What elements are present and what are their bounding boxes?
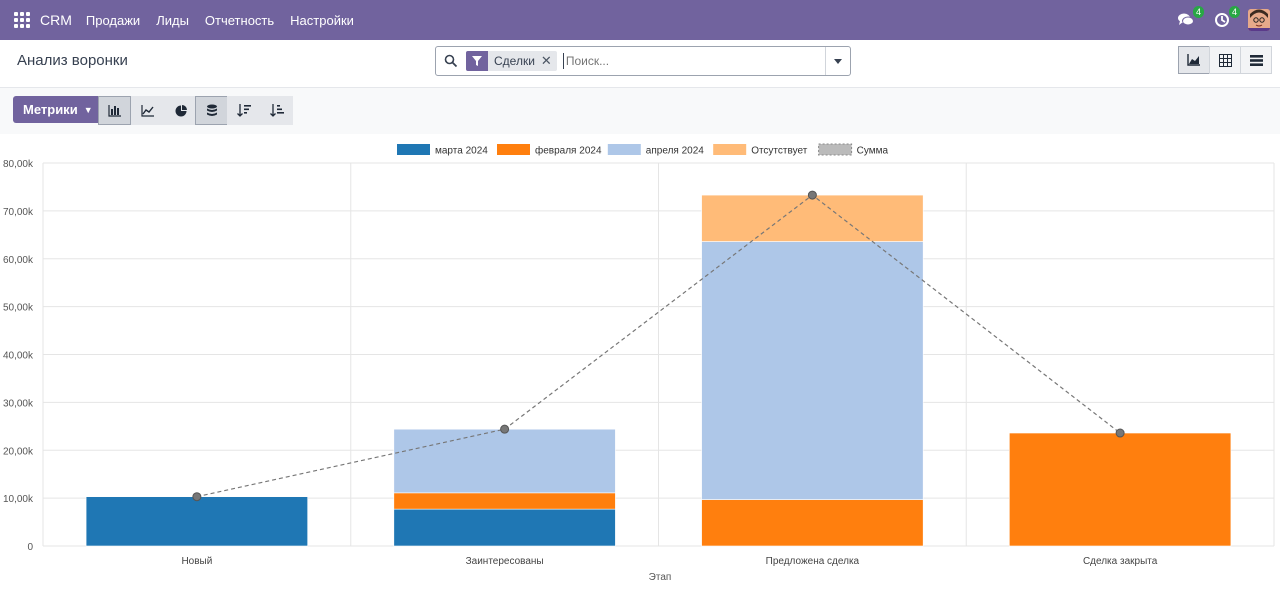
legend-swatch: [497, 144, 530, 155]
x-tick-label: Заинтересованы: [466, 556, 544, 567]
menu-leads[interactable]: Лиды: [156, 12, 189, 28]
legend-label: Отсутствует: [751, 146, 808, 157]
y-tick-label: 50,00k: [3, 303, 34, 314]
facet-label: Сделки: [494, 54, 535, 68]
menu-reporting[interactable]: Отчетность: [204, 12, 275, 28]
metrics-label: Метрики: [23, 102, 78, 117]
y-tick-label: 10,00k: [3, 494, 34, 505]
x-tick-label: Сделка закрыта: [1083, 556, 1158, 567]
legend-swatch: [397, 144, 430, 155]
bar-segment: [701, 194, 924, 242]
legend-swatch: [818, 143, 853, 156]
legend-label: марта 2024: [435, 146, 488, 157]
sort-group: [227, 96, 293, 125]
x-tick-label: Предложена сделка: [766, 556, 860, 567]
sum-point: [500, 424, 510, 434]
bar-segment: [85, 496, 308, 547]
search-options-toggle[interactable]: [825, 47, 850, 75]
pie-chart-button[interactable]: [164, 96, 197, 125]
area-chart-icon: [1187, 54, 1200, 66]
y-tick-label: 80,00k: [3, 159, 34, 170]
x-tick-label: Новый: [181, 556, 212, 567]
sort-ascending-icon: [269, 104, 284, 117]
list-view-button[interactable]: [1240, 46, 1272, 74]
stacked-toggle-button[interactable]: [195, 96, 228, 125]
bar-segment: [393, 492, 616, 510]
bar-segment: [701, 499, 924, 547]
apps-menu-icon[interactable]: [14, 12, 30, 28]
sum-point: [1115, 428, 1125, 438]
search-icon: [444, 54, 458, 68]
facet-remove-button[interactable]: ✕: [540, 53, 552, 68]
bar-segment: [1009, 432, 1232, 547]
bar-segment: [393, 508, 616, 547]
funnel-chart: 0 10,00k 20,00k 30,00k 40,00k 50,00k 60,00k 70,…: [3, 143, 1275, 583]
y-tick-label: 30,00k: [3, 398, 34, 409]
y-tick-label: 20,00k: [3, 446, 34, 457]
filter-icon: [466, 51, 488, 71]
x-axis-label: Этап: [649, 572, 672, 583]
pie-chart-icon: [175, 104, 187, 116]
y-tick-label: 40,00k: [3, 351, 34, 362]
caret-down-icon: ▼: [83, 104, 93, 115]
chart-type-group: [98, 96, 197, 125]
chat-icon: [1178, 13, 1194, 26]
y-tick-label: 70,00k: [3, 207, 34, 218]
messages-badge: 4: [1192, 6, 1204, 18]
stack-toggle-group: [195, 96, 228, 125]
line-chart-icon: [140, 104, 154, 117]
legend-label: февраля 2024: [535, 145, 602, 157]
activities-badge: 4: [1228, 6, 1240, 18]
legend-swatch: [713, 144, 747, 155]
metrics-dropdown-button[interactable]: Метрики ▼: [13, 96, 103, 123]
sum-line: [196, 194, 1121, 498]
view-switcher: [1178, 46, 1272, 74]
bar-segment: [393, 428, 616, 494]
filter-facet: Сделки ✕: [466, 51, 557, 71]
sum-point: [807, 190, 817, 200]
bar-segment: [701, 241, 924, 500]
activities-button[interactable]: 4: [1210, 6, 1240, 32]
graph-view-button[interactable]: [1178, 46, 1210, 74]
sort-descending-icon: [236, 104, 251, 117]
app-brand[interactable]: CRM: [40, 12, 72, 28]
line-chart-button[interactable]: [131, 96, 164, 125]
top-navbar: CRM Продажи Лиды Отчетность Настройки 4 …: [0, 0, 1280, 40]
menu-sales[interactable]: Продажи: [85, 12, 141, 28]
database-stack-icon: [206, 104, 217, 116]
control-panel-top: Анализ воронки Сделки ✕: [0, 40, 1280, 88]
bar-chart-icon: [107, 104, 121, 117]
sort-ascending-button[interactable]: [260, 96, 293, 125]
bar-chart-button[interactable]: [98, 96, 131, 125]
table-grid-icon: [1218, 53, 1232, 67]
control-panel-bottom: Метрики ▼: [0, 88, 1280, 134]
legend-label: апреля 2024: [646, 146, 704, 157]
legend-swatch: [607, 144, 641, 155]
messages-button[interactable]: 4: [1174, 6, 1204, 32]
graph-container: 0 10,00k 20,00k 30,00k 40,00k 50,00k 60,00k 70,…: [0, 135, 1280, 586]
sort-descending-button[interactable]: [227, 96, 260, 125]
search-input[interactable]: [562, 53, 818, 69]
caret-down-icon: [834, 58, 842, 64]
y-tick-label: 0: [27, 542, 33, 553]
page-title: Анализ воронки: [17, 52, 128, 69]
sum-point: [192, 492, 202, 502]
user-avatar[interactable]: [1248, 9, 1270, 31]
legend-label: Сумма: [857, 146, 889, 157]
y-tick-label: 60,00k: [3, 255, 34, 266]
clock-icon: [1215, 13, 1229, 27]
pivot-view-button[interactable]: [1209, 46, 1241, 74]
menu-settings[interactable]: Настройки: [290, 12, 354, 28]
search-bar[interactable]: Сделки ✕: [435, 46, 851, 76]
list-icon: [1249, 54, 1263, 66]
